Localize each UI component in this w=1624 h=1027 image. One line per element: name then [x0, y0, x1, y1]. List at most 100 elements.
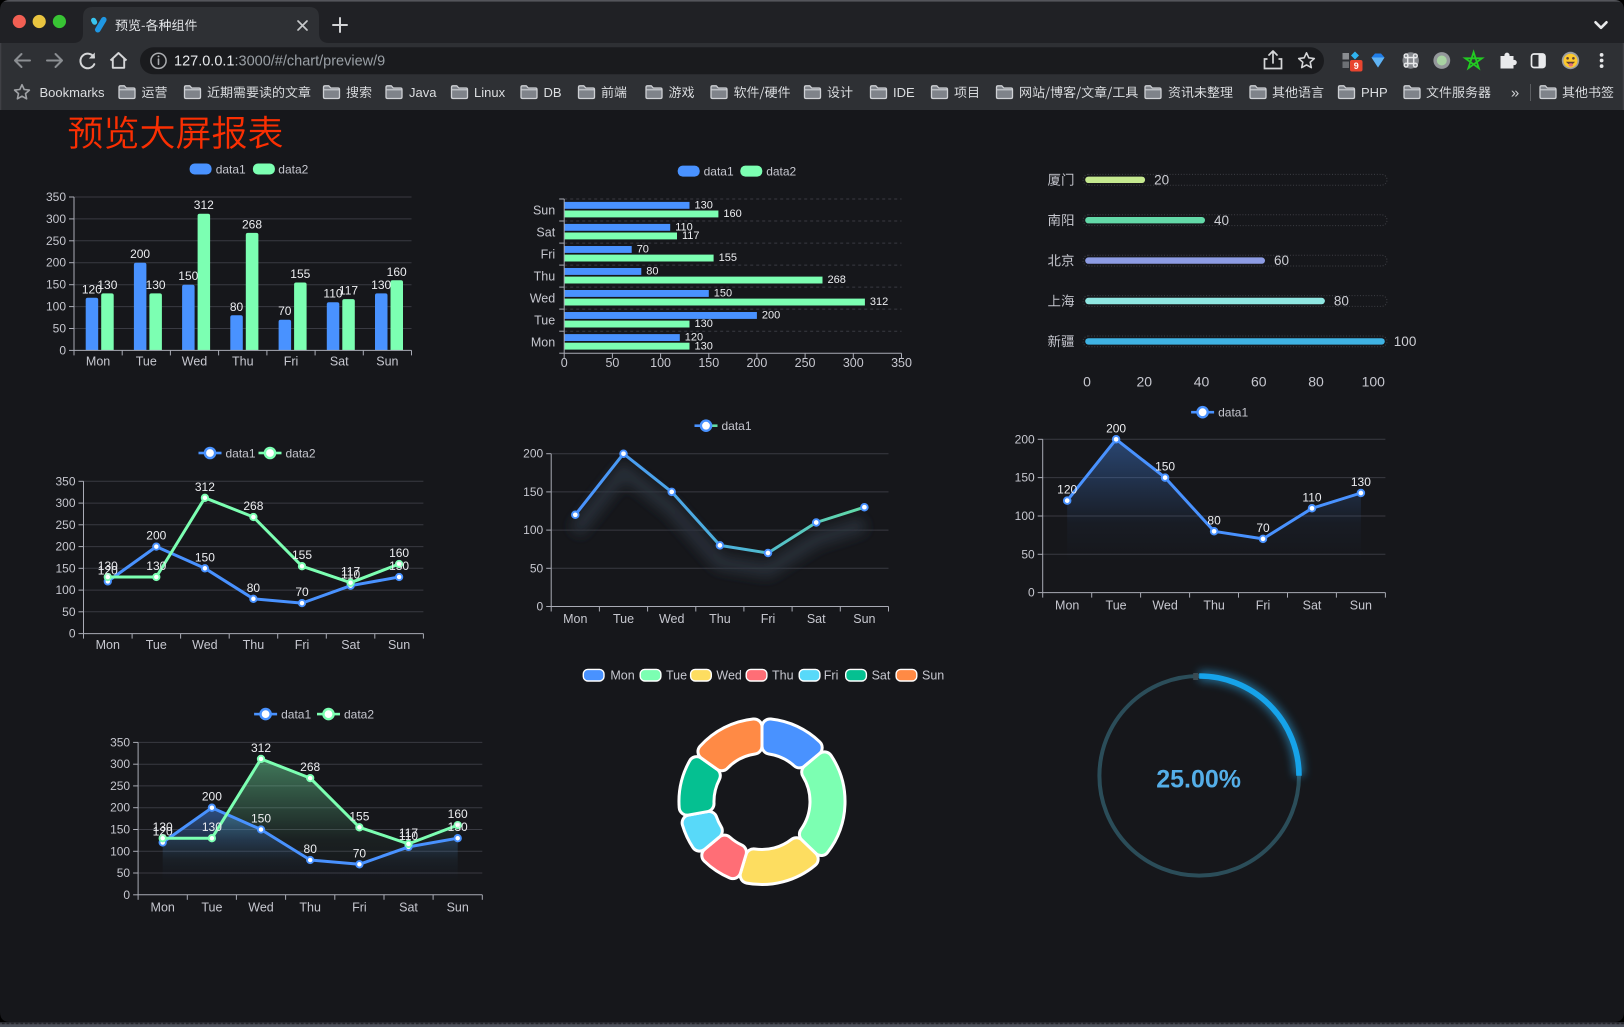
svg-text:155: 155: [349, 809, 369, 823]
svg-text:150: 150: [1155, 460, 1175, 474]
svg-text:Mon: Mon: [563, 612, 587, 626]
svg-text:Fri: Fri: [824, 669, 839, 683]
svg-text:110: 110: [1302, 490, 1321, 504]
svg-text:150: 150: [195, 550, 215, 564]
svg-text:Sat: Sat: [872, 669, 891, 683]
svg-text:60: 60: [1274, 253, 1289, 268]
svg-text:312: 312: [194, 198, 214, 212]
svg-text:268: 268: [243, 499, 263, 513]
svg-text:80: 80: [230, 300, 244, 314]
svg-text:Sun: Sun: [533, 204, 555, 218]
svg-text:Sun: Sun: [376, 355, 398, 369]
svg-text:160: 160: [448, 807, 468, 821]
svg-text:100: 100: [55, 583, 75, 597]
svg-text:50: 50: [1021, 547, 1035, 561]
svg-text:130: 130: [1351, 475, 1371, 489]
svg-text:250: 250: [55, 518, 75, 532]
svg-text:200: 200: [110, 801, 130, 815]
svg-text:Fri: Fri: [284, 355, 299, 369]
svg-text:Wed: Wed: [1152, 599, 1178, 613]
svg-text:300: 300: [46, 212, 66, 226]
svg-text:Thu: Thu: [772, 669, 794, 683]
svg-text:350: 350: [55, 474, 75, 488]
svg-text:130: 130: [98, 559, 118, 573]
svg-text:130: 130: [695, 318, 713, 330]
svg-text:Thu: Thu: [299, 901, 321, 915]
svg-text:DB: DB: [544, 85, 562, 100]
svg-text:160: 160: [723, 208, 741, 220]
svg-text:120: 120: [153, 825, 173, 839]
svg-text:Wed: Wed: [716, 669, 742, 683]
svg-text:200: 200: [146, 529, 166, 543]
svg-text:50: 50: [605, 356, 619, 370]
svg-text:0: 0: [537, 600, 544, 614]
svg-text:data1: data1: [722, 419, 752, 433]
svg-text:120: 120: [98, 563, 118, 577]
svg-text:300: 300: [843, 356, 864, 370]
svg-text:Tue: Tue: [666, 669, 687, 683]
svg-text:250: 250: [110, 779, 130, 793]
svg-text:110: 110: [323, 287, 342, 301]
svg-text:130: 130: [202, 820, 222, 834]
svg-text:150: 150: [714, 288, 732, 300]
svg-text:0: 0: [69, 627, 76, 641]
svg-text:70: 70: [637, 244, 649, 256]
svg-text:110: 110: [341, 568, 360, 582]
svg-text:50: 50: [530, 561, 544, 575]
svg-text:350: 350: [46, 190, 66, 204]
svg-text:80: 80: [1334, 294, 1349, 309]
svg-text:Sat: Sat: [1303, 599, 1322, 613]
svg-text:150: 150: [1015, 471, 1035, 485]
svg-text:Sun: Sun: [1350, 599, 1372, 613]
svg-text:Sat: Sat: [341, 638, 360, 652]
svg-text:70: 70: [353, 846, 367, 860]
svg-text:312: 312: [251, 741, 271, 755]
svg-text:Sat: Sat: [399, 901, 418, 915]
svg-text:100: 100: [523, 523, 543, 537]
svg-text:Tue: Tue: [1106, 599, 1127, 613]
svg-text:Tue: Tue: [534, 314, 555, 328]
svg-text:40: 40: [1214, 213, 1229, 228]
svg-text:Sun: Sun: [447, 901, 469, 915]
svg-text:60: 60: [1251, 374, 1267, 390]
svg-text:data1: data1: [704, 165, 734, 179]
svg-text:Wed: Wed: [182, 355, 208, 369]
svg-text:150: 150: [46, 278, 66, 292]
svg-text:200: 200: [55, 540, 75, 554]
svg-text:312: 312: [195, 480, 215, 494]
svg-text:0: 0: [561, 356, 568, 370]
svg-text:100: 100: [650, 356, 671, 370]
svg-text:Thu: Thu: [232, 355, 254, 369]
svg-text:50: 50: [62, 605, 76, 619]
svg-text:Sun: Sun: [853, 612, 875, 626]
svg-text:100: 100: [110, 844, 130, 858]
svg-text:Wed: Wed: [659, 612, 685, 626]
svg-text:Tue: Tue: [201, 901, 222, 915]
svg-text:200: 200: [523, 447, 543, 461]
svg-text:70: 70: [1256, 521, 1270, 535]
svg-text:Fri: Fri: [1256, 599, 1271, 613]
svg-text:155: 155: [292, 548, 312, 562]
svg-text:117: 117: [682, 230, 700, 242]
svg-text:130: 130: [153, 820, 173, 834]
svg-text:200: 200: [762, 310, 780, 322]
svg-text:Sat: Sat: [807, 612, 826, 626]
svg-text:Tue: Tue: [136, 355, 157, 369]
svg-text:80: 80: [1308, 374, 1324, 390]
svg-text:110: 110: [675, 222, 693, 234]
svg-text:Java: Java: [409, 85, 437, 100]
svg-text:Tue: Tue: [613, 612, 634, 626]
svg-text:Thu: Thu: [534, 270, 556, 284]
svg-text:200: 200: [202, 790, 222, 804]
svg-text:data2: data2: [766, 165, 796, 179]
svg-text:data1: data1: [226, 447, 256, 461]
svg-text:20: 20: [1137, 374, 1153, 390]
svg-text:IDE: IDE: [893, 85, 915, 100]
svg-text:9: 9: [1354, 61, 1359, 71]
svg-text:110: 110: [399, 829, 418, 843]
svg-text:80: 80: [1207, 513, 1221, 527]
svg-text:»: »: [1511, 85, 1519, 102]
svg-text:250: 250: [46, 234, 66, 248]
svg-text:data1: data1: [216, 163, 246, 177]
svg-text:300: 300: [110, 757, 130, 771]
